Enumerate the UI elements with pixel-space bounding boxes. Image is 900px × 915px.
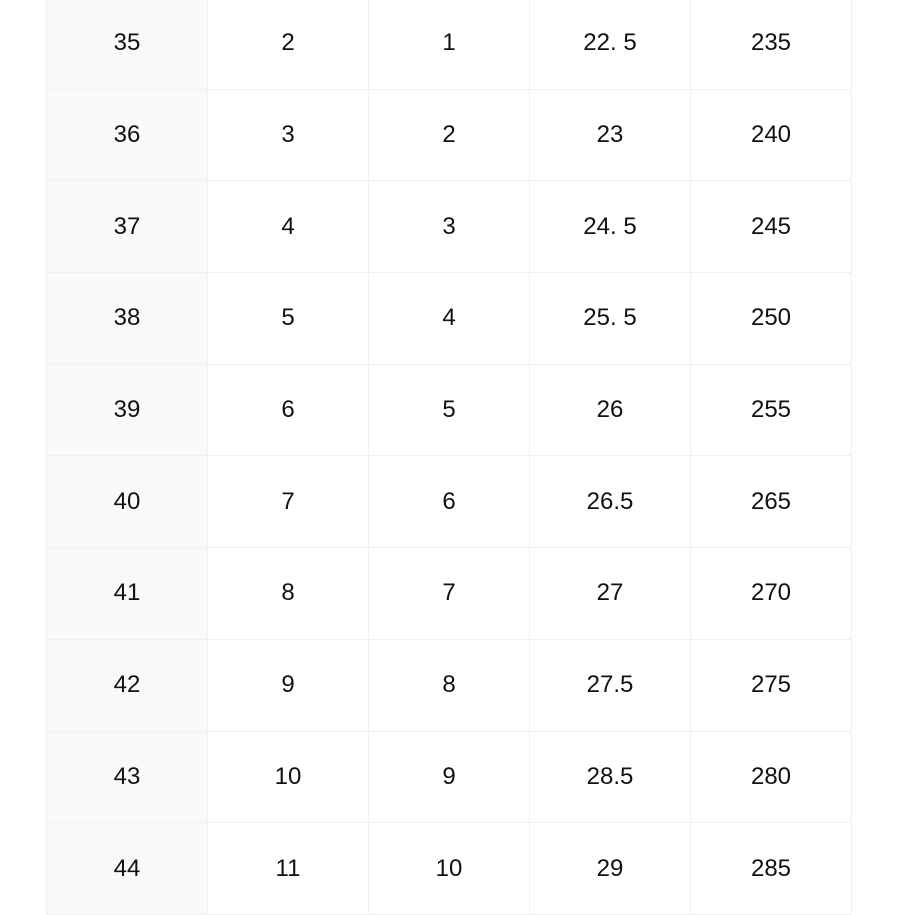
row-header-cell: 40 — [46, 455, 208, 549]
table-cell: 5 — [368, 363, 530, 457]
table-cell: 285 — [690, 822, 852, 915]
table-cell: 23 — [529, 88, 691, 182]
table-cell: 8 — [368, 638, 530, 732]
table-cell: 8 — [207, 547, 369, 640]
table-cell: 26.5 — [529, 455, 691, 549]
table-cell: 11 — [207, 822, 369, 915]
table-cell: 7 — [368, 547, 530, 640]
table-cell: 9 — [368, 730, 530, 824]
table-row: 40 7 6 26.5 265 — [46, 455, 852, 549]
row-header-cell: 38 — [46, 272, 208, 365]
row-header-cell: 39 — [46, 363, 208, 457]
table-row: 37 4 3 24. 5 245 — [46, 180, 852, 274]
table-cell: 275 — [690, 638, 852, 732]
table-cell: 9 — [207, 638, 369, 732]
table-cell: 22. 5 — [529, 0, 691, 90]
table-cell: 29 — [529, 822, 691, 915]
row-header-cell: 35 — [46, 0, 208, 90]
table-row: 36 3 2 23 240 — [46, 88, 852, 182]
table-cell: 27.5 — [529, 638, 691, 732]
table-row: 42 9 8 27.5 275 — [46, 638, 852, 732]
table-cell: 6 — [368, 455, 530, 549]
size-table-body: 35 2 1 22. 5 235 36 3 2 23 240 37 4 3 24. 5 245 38 5 4 25.… — [46, 0, 852, 915]
table-cell: 26 — [529, 363, 691, 457]
table-cell: 24. 5 — [529, 180, 691, 274]
table-row: 39 6 5 26 255 — [46, 363, 852, 457]
table-cell: 4 — [207, 180, 369, 274]
table-cell: 250 — [690, 272, 852, 365]
row-header-cell: 41 — [46, 547, 208, 640]
table-cell: 3 — [368, 180, 530, 274]
table-cell: 240 — [690, 88, 852, 182]
table-row: 41 8 7 27 270 — [46, 547, 852, 640]
table-cell: 1 — [368, 0, 530, 90]
table-row: 44 11 10 29 285 — [46, 822, 852, 915]
row-header-cell: 37 — [46, 180, 208, 274]
table-cell: 4 — [368, 272, 530, 365]
table-cell: 7 — [207, 455, 369, 549]
table-row: 43 10 9 28.5 280 — [46, 730, 852, 824]
table-cell: 6 — [207, 363, 369, 457]
table-row: 38 5 4 25. 5 250 — [46, 272, 852, 365]
table-cell: 245 — [690, 180, 852, 274]
row-header-cell: 36 — [46, 88, 208, 182]
size-table: 35 2 1 22. 5 235 36 3 2 23 240 37 4 3 24. 5 245 38 5 4 25.… — [46, 0, 852, 915]
table-cell: 10 — [207, 730, 369, 824]
table-cell: 25. 5 — [529, 272, 691, 365]
table-cell: 235 — [690, 0, 852, 90]
table-cell: 265 — [690, 455, 852, 549]
table-cell: 5 — [207, 272, 369, 365]
table-cell: 27 — [529, 547, 691, 640]
row-header-cell: 44 — [46, 822, 208, 915]
table-row: 35 2 1 22. 5 235 — [46, 0, 852, 90]
row-header-cell: 42 — [46, 638, 208, 732]
table-cell: 280 — [690, 730, 852, 824]
table-cell: 2 — [207, 0, 369, 90]
table-cell: 2 — [368, 88, 530, 182]
table-cell: 28.5 — [529, 730, 691, 824]
table-cell: 255 — [690, 363, 852, 457]
row-header-cell: 43 — [46, 730, 208, 824]
table-cell: 270 — [690, 547, 852, 640]
table-cell: 10 — [368, 822, 530, 915]
table-cell: 3 — [207, 88, 369, 182]
